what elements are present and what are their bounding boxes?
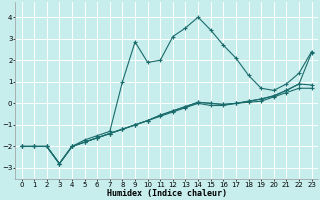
X-axis label: Humidex (Indice chaleur): Humidex (Indice chaleur) bbox=[107, 189, 227, 198]
